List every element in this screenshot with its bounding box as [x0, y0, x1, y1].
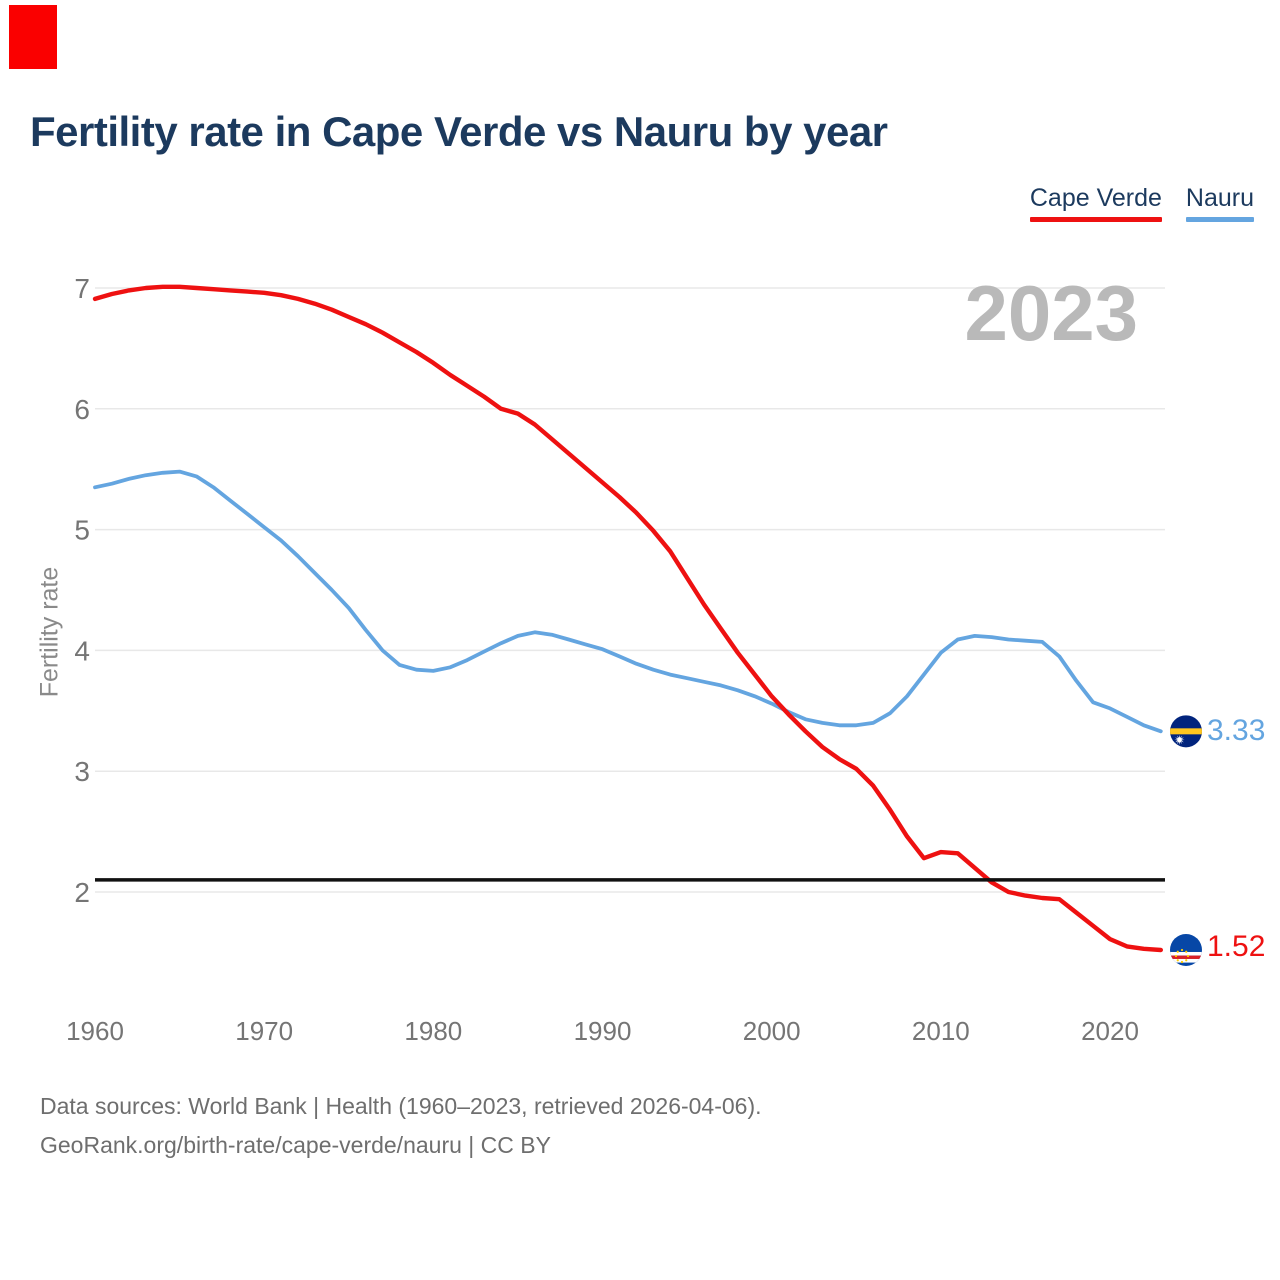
x-tick-label: 2010 [912, 1016, 970, 1046]
legend-label-cape-verde: Cape Verde [1029, 184, 1162, 212]
footer-data-sources: Data sources: World Bank | Health (1960–… [40, 1093, 762, 1119]
y-tick-label: 5 [74, 515, 90, 546]
y-tick-label: 2 [74, 877, 90, 908]
legend-underline-cape-verde [1029, 217, 1162, 222]
x-tick-label: 1960 [66, 1016, 124, 1046]
y-tick-label: 6 [74, 394, 90, 425]
nauru-end-value: 3.33 [1207, 714, 1266, 747]
y-tick-label: 7 [74, 273, 90, 304]
nauru-flag-icon [1170, 715, 1202, 748]
legend-item-nauru[interactable]: Nauru [1185, 184, 1254, 222]
x-tick-label: 1990 [574, 1016, 632, 1046]
x-tick-label: 1980 [404, 1016, 462, 1046]
x-tick-label: 2000 [743, 1016, 801, 1046]
footer-attribution: GeoRank.org/birth-rate/cape-verde/nauru … [40, 1132, 551, 1158]
cape-verde-line [92, 284, 1163, 953]
legend-label-nauru: Nauru [1185, 184, 1254, 212]
legend-item-cape-verde[interactable]: Cape Verde [1029, 184, 1162, 222]
y-tick-label: 4 [74, 635, 90, 666]
page-title: Fertility rate in Cape Verde vs Nauru by… [30, 108, 888, 155]
legend-underline-nauru [1185, 217, 1254, 222]
legend: Cape Verde Nauru [1029, 184, 1254, 222]
x-tick-label: 2020 [1081, 1016, 1139, 1046]
y-tick-label: 3 [74, 756, 90, 787]
footer: Data sources: World Bank | Health (1960–… [40, 1087, 762, 1165]
nauru-line [93, 469, 1163, 734]
cape-verde-end-value: 1.52 [1207, 930, 1266, 963]
watermark-year: 2023 [964, 269, 1138, 357]
red-corner-mark [9, 5, 57, 69]
x-tick-label: 1970 [235, 1016, 293, 1046]
cape-verde-flag-icon [1170, 933, 1202, 966]
